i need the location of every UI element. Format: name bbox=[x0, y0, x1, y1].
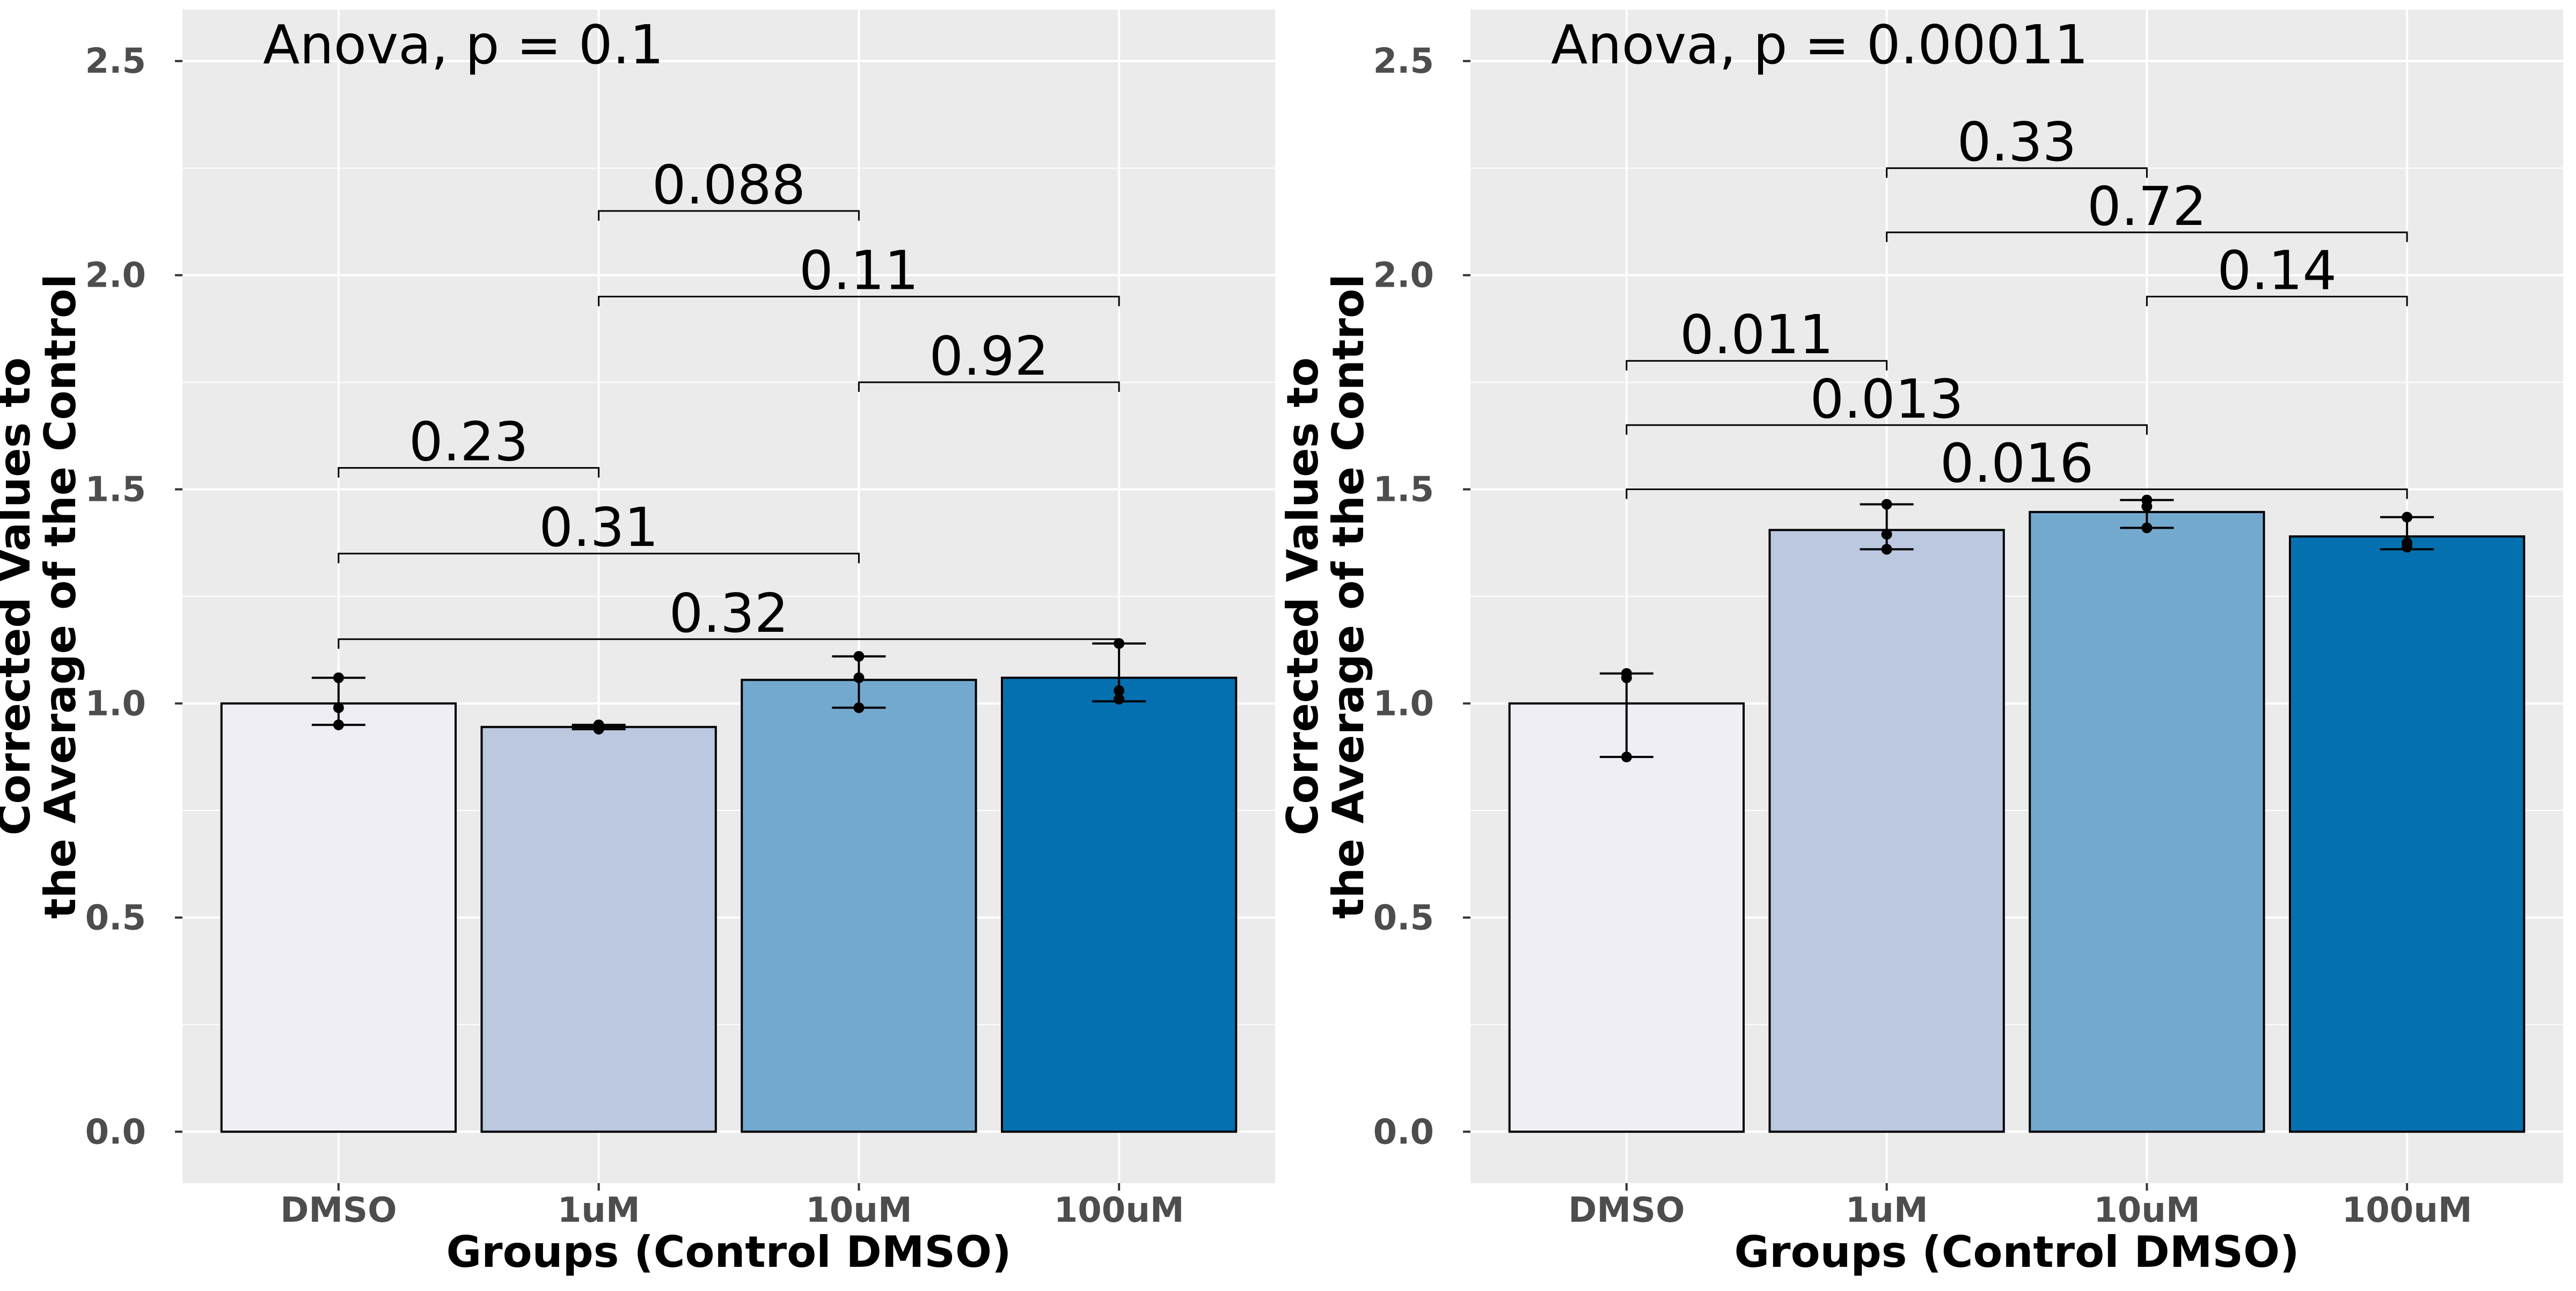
comparison-p-value: 0.016 bbox=[1940, 432, 2094, 495]
x-tick-label: 100uM bbox=[1054, 1191, 1184, 1230]
comparison-p-value: 0.33 bbox=[1957, 111, 2077, 173]
y-tick-label: 2.5 bbox=[85, 42, 146, 82]
data-point bbox=[2141, 522, 2153, 534]
bar-100um bbox=[1001, 676, 1238, 1133]
comparison-bracket bbox=[1886, 167, 2148, 178]
data-point bbox=[1881, 499, 1892, 510]
data-point bbox=[333, 719, 344, 731]
comparison-bracket bbox=[1886, 231, 2408, 242]
comparison-p-value: 0.23 bbox=[409, 411, 529, 473]
comparison-bracket bbox=[338, 552, 860, 564]
comparison-p-value: 0.92 bbox=[929, 325, 1049, 388]
x-tick-label: 10uM bbox=[2094, 1191, 2200, 1230]
data-point bbox=[1881, 529, 1892, 540]
y-tick-label: 1.0 bbox=[1373, 684, 1434, 724]
y-tick-label: 2.0 bbox=[85, 256, 146, 296]
x-tick-label: 100uM bbox=[2342, 1191, 2472, 1230]
comparison-p-value: 0.32 bbox=[669, 582, 789, 645]
data-point bbox=[2402, 537, 2413, 549]
data-point bbox=[2402, 512, 2413, 523]
x-axis-title: Groups (Control DMSO) bbox=[446, 1227, 1011, 1277]
y-tick-label: 0.0 bbox=[1373, 1112, 1434, 1152]
comparison-bracket bbox=[338, 467, 600, 478]
data-point bbox=[593, 719, 604, 731]
data-point bbox=[853, 672, 865, 683]
data-point bbox=[1881, 544, 1892, 555]
comparison-p-value: 0.14 bbox=[2217, 239, 2337, 302]
x-axis-title: Groups (Control DMSO) bbox=[1734, 1227, 2299, 1277]
data-point bbox=[2141, 494, 2153, 506]
y-tick-label: 1.5 bbox=[85, 470, 146, 510]
comparison-p-value: 0.31 bbox=[539, 496, 658, 559]
data-point bbox=[853, 702, 865, 713]
comparison-bracket bbox=[1626, 424, 2148, 435]
x-tick-label: 1uM bbox=[1846, 1191, 1928, 1230]
y-tick-label: 0.5 bbox=[85, 898, 146, 938]
comparison-bracket bbox=[858, 381, 1120, 392]
comparison-p-value: 0.088 bbox=[652, 154, 806, 216]
comparison-bracket bbox=[338, 638, 1120, 649]
data-point bbox=[853, 651, 865, 662]
y-axis-title-line1: Corrected Values to bbox=[1278, 358, 1328, 836]
data-point bbox=[1114, 694, 1125, 705]
anova-annotation: Anova, p = 0.00011 bbox=[1551, 13, 2088, 76]
y-tick-label: 0.0 bbox=[85, 1112, 146, 1152]
data-point bbox=[1114, 685, 1125, 696]
x-tick-label: 10uM bbox=[806, 1191, 912, 1230]
x-tick-label: DMSO bbox=[280, 1191, 397, 1230]
data-point bbox=[333, 702, 344, 713]
bar-100um bbox=[2289, 535, 2526, 1133]
anova-annotation: Anova, p = 0.1 bbox=[263, 13, 664, 76]
comparison-bracket bbox=[2146, 296, 2408, 307]
data-point bbox=[1621, 668, 1632, 679]
bar-1um bbox=[1768, 529, 2005, 1133]
y-tick-label: 2.5 bbox=[1373, 42, 1434, 82]
data-point bbox=[1621, 752, 1632, 763]
y-tick-label: 2.0 bbox=[1373, 256, 1434, 296]
comparison-bracket bbox=[1626, 360, 1888, 371]
bar-1um bbox=[480, 726, 717, 1133]
comparison-p-value: 0.11 bbox=[799, 239, 919, 302]
bar-dmso bbox=[1508, 702, 1745, 1133]
x-tick-label: 1uM bbox=[558, 1191, 640, 1230]
comparison-bracket bbox=[598, 210, 860, 221]
y-axis-title-line2: the Average of the Control bbox=[35, 274, 85, 918]
comparison-bracket bbox=[1626, 488, 2408, 499]
comparison-bracket bbox=[598, 296, 1120, 307]
comparison-p-value: 0.011 bbox=[1680, 303, 1833, 366]
x-tick-label: DMSO bbox=[1568, 1191, 1685, 1230]
comparison-p-value: 0.72 bbox=[2087, 175, 2207, 238]
bar-10um bbox=[2029, 510, 2265, 1133]
y-tick-label: 1.5 bbox=[1373, 470, 1434, 510]
bar-10um bbox=[741, 679, 977, 1133]
bar-dmso bbox=[220, 702, 457, 1133]
y-tick-label: 1.0 bbox=[85, 684, 146, 724]
y-axis-title-line2: the Average of the Control bbox=[1323, 274, 1373, 918]
y-axis-title-line1: Corrected Values to bbox=[0, 358, 40, 836]
comparison-p-value: 0.013 bbox=[1810, 368, 1963, 431]
y-tick-label: 0.5 bbox=[1373, 898, 1434, 938]
left-chart-panel: 0.0 0.5 1.0 1.5 2.0 2.5 0.230.310.32 0.088 0.110… bbox=[0, 10, 1275, 1277]
data-point bbox=[333, 672, 344, 683]
